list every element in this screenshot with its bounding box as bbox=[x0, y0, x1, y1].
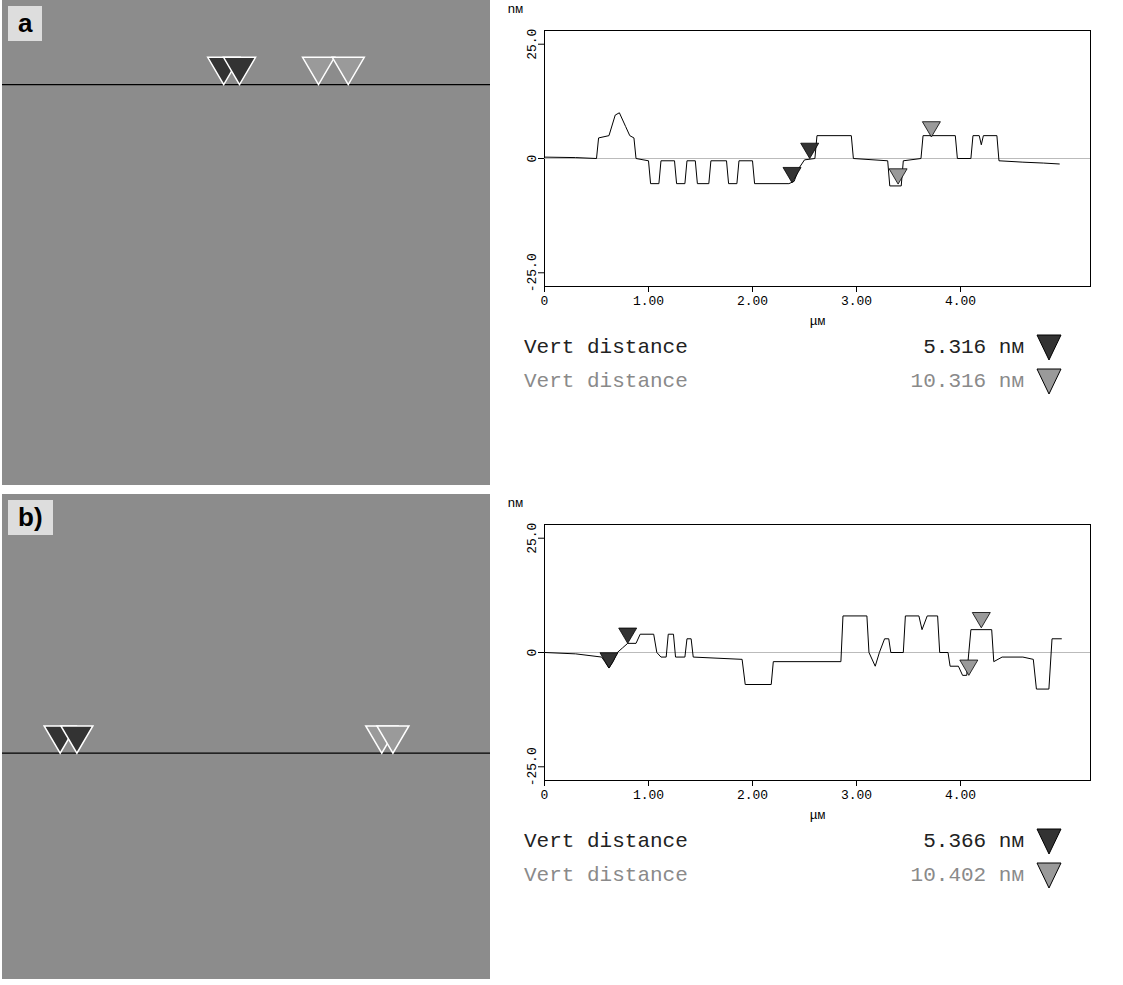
html-text:b): b) bbox=[18, 502, 43, 532]
html-text:Vert distance: Vert distance bbox=[524, 863, 688, 887]
html-text:Vert distance: Vert distance bbox=[524, 369, 688, 393]
svg-text:2.00: 2.00 bbox=[737, 294, 768, 309]
svg-text:nм: nм bbox=[508, 2, 524, 17]
svg-text:nм: nм bbox=[508, 496, 524, 511]
svg-text:0: 0 bbox=[525, 649, 540, 657]
html-text:5.366 nм: 5.366 nм bbox=[923, 829, 1024, 853]
html-text:a: a bbox=[18, 8, 33, 38]
svg-text:-25.0: -25.0 bbox=[525, 747, 540, 786]
svg-text:0: 0 bbox=[541, 294, 549, 309]
svg-text:-25.0: -25.0 bbox=[525, 253, 540, 292]
svg-text:μм: μм bbox=[810, 314, 826, 329]
html-text:5.316 nм: 5.316 nм bbox=[923, 335, 1024, 359]
svg-text:4.00: 4.00 bbox=[945, 788, 976, 803]
html-text:10.402 nм: 10.402 nм bbox=[910, 863, 1024, 887]
html-text:Vert distance: Vert distance bbox=[524, 335, 688, 359]
svg-text:1.00: 1.00 bbox=[633, 788, 664, 803]
svg-text:μм: μм bbox=[810, 808, 826, 823]
svg-text:4.00: 4.00 bbox=[945, 294, 976, 309]
html-text:Vert distance: Vert distance bbox=[524, 829, 688, 853]
svg-text:25.0: 25.0 bbox=[525, 523, 540, 554]
svg-text:25.0: 25.0 bbox=[525, 29, 540, 60]
svg-text:3.00: 3.00 bbox=[841, 788, 872, 803]
html-text:10.316 nм: 10.316 nм bbox=[910, 369, 1024, 393]
svg-text:0: 0 bbox=[525, 155, 540, 163]
svg-text:2.00: 2.00 bbox=[737, 788, 768, 803]
svg-text:0: 0 bbox=[541, 788, 549, 803]
svg-text:3.00: 3.00 bbox=[841, 294, 872, 309]
svg-text:1.00: 1.00 bbox=[633, 294, 664, 309]
